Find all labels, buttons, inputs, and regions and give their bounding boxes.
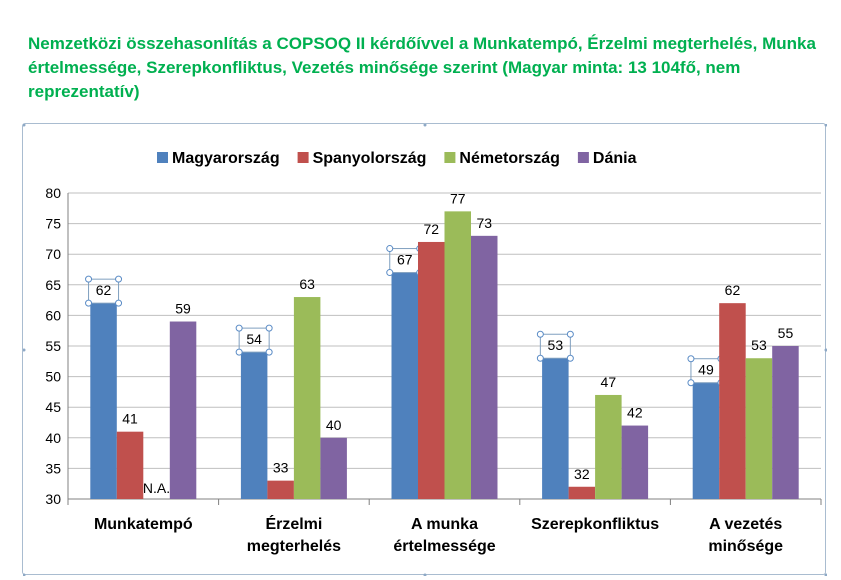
bar — [116, 431, 144, 499]
bar — [293, 297, 321, 499]
selection-handle — [386, 269, 394, 277]
frame-handle — [824, 124, 827, 127]
data-label: 67 — [397, 252, 413, 268]
bar — [719, 303, 746, 499]
selection-handle — [265, 348, 273, 356]
data-label: 42 — [627, 405, 643, 421]
selection-handle — [687, 379, 695, 387]
selection-handle — [265, 324, 273, 332]
bar — [418, 241, 445, 499]
data-label: 53 — [548, 337, 564, 353]
label-selection-box — [539, 333, 571, 359]
selection-handle — [115, 299, 123, 307]
chart-container[interactable]: 30 35 40 45 50 55 60 65 70 75 80 62 41 N.A. 59 Munkatem… — [22, 123, 827, 576]
label-selection-box — [88, 278, 120, 304]
data-label: 32 — [574, 466, 590, 482]
bar — [169, 321, 197, 499]
selection-handle — [536, 354, 544, 362]
x-category-label: megterhelés — [247, 538, 341, 555]
legend-label: Spanyolország — [313, 150, 427, 167]
frame-handle — [423, 124, 427, 127]
frame-handle — [824, 348, 827, 352]
x-category-label: minősége — [708, 538, 783, 555]
data-label: 62 — [725, 282, 741, 298]
data-label: 63 — [299, 276, 315, 292]
bar — [320, 437, 347, 499]
y-tick-label: 50 — [45, 369, 61, 385]
frame-handle — [824, 573, 827, 576]
selection-handle — [536, 330, 544, 338]
bar — [471, 235, 498, 499]
data-label: 47 — [601, 374, 617, 390]
x-category-label: A munka — [411, 516, 478, 533]
bar — [621, 425, 649, 499]
legend-swatch — [577, 152, 589, 163]
legend-swatch — [157, 152, 168, 163]
bar-chart: 30 35 40 45 50 55 60 65 70 75 80 62 41 N.A. 59 Munkatem… — [23, 124, 827, 576]
bar — [542, 358, 569, 499]
data-label: 49 — [698, 362, 714, 378]
data-label: 77 — [450, 190, 466, 206]
x-category-label: A vezetés — [709, 516, 782, 533]
data-label: 55 — [778, 325, 794, 341]
label-selection-box — [238, 327, 270, 353]
selection-handle — [386, 245, 394, 253]
x-category-label: Érzelmi — [265, 514, 322, 533]
data-label-missing: N.A. — [143, 480, 170, 496]
y-tick-label: 70 — [45, 246, 61, 262]
frame-handle — [23, 573, 26, 576]
selection-handle — [85, 275, 93, 283]
bar — [745, 358, 773, 499]
bar — [595, 394, 622, 499]
data-label: 62 — [96, 282, 112, 298]
y-tick-label: 40 — [45, 430, 61, 446]
bar — [692, 382, 720, 499]
data-label: 59 — [175, 301, 191, 317]
selection-handle — [235, 348, 243, 356]
legend-swatch — [297, 152, 309, 163]
x-category-label: Munkatempó — [94, 516, 193, 533]
legend-label: Dánia — [593, 150, 637, 167]
y-tick-label: 75 — [45, 216, 61, 232]
selection-handle — [85, 299, 93, 307]
y-tick-label: 60 — [45, 307, 61, 323]
data-label: 41 — [122, 411, 138, 427]
legend-label: Magyarország — [172, 150, 280, 167]
data-label: 73 — [476, 215, 492, 231]
selection-handle — [115, 275, 123, 283]
data-label: 53 — [751, 337, 767, 353]
x-category-label: értelmessége — [393, 538, 495, 555]
selection-handle — [687, 355, 695, 363]
y-tick-label: 55 — [45, 338, 61, 354]
y-tick-label: 80 — [45, 185, 61, 201]
bar — [267, 480, 294, 499]
bar — [444, 211, 471, 500]
selection-handle — [566, 330, 574, 338]
y-tick-label: 30 — [45, 491, 61, 507]
page-title: Nemzetközi összehasonlítás a COPSOQ II k… — [28, 34, 816, 101]
data-label: 54 — [246, 331, 262, 347]
data-label: 72 — [423, 221, 439, 237]
frame-handle — [23, 124, 26, 127]
x-category-label: Szerepkonfliktus — [531, 516, 659, 533]
frame-handle — [423, 573, 427, 576]
y-tick-label: 45 — [45, 399, 61, 415]
selection-handle — [566, 354, 574, 362]
bar — [772, 346, 799, 499]
y-tick-label: 35 — [45, 460, 61, 476]
legend-label: Németország — [459, 150, 559, 167]
bar — [240, 352, 268, 499]
selection-handle — [235, 324, 243, 332]
data-label: 33 — [273, 460, 289, 476]
frame-handle — [23, 348, 26, 352]
legend-swatch — [444, 152, 456, 163]
bar — [568, 486, 596, 499]
bar — [90, 303, 117, 499]
data-label: 40 — [326, 417, 342, 433]
y-tick-label: 65 — [45, 277, 61, 293]
bar — [391, 272, 418, 499]
